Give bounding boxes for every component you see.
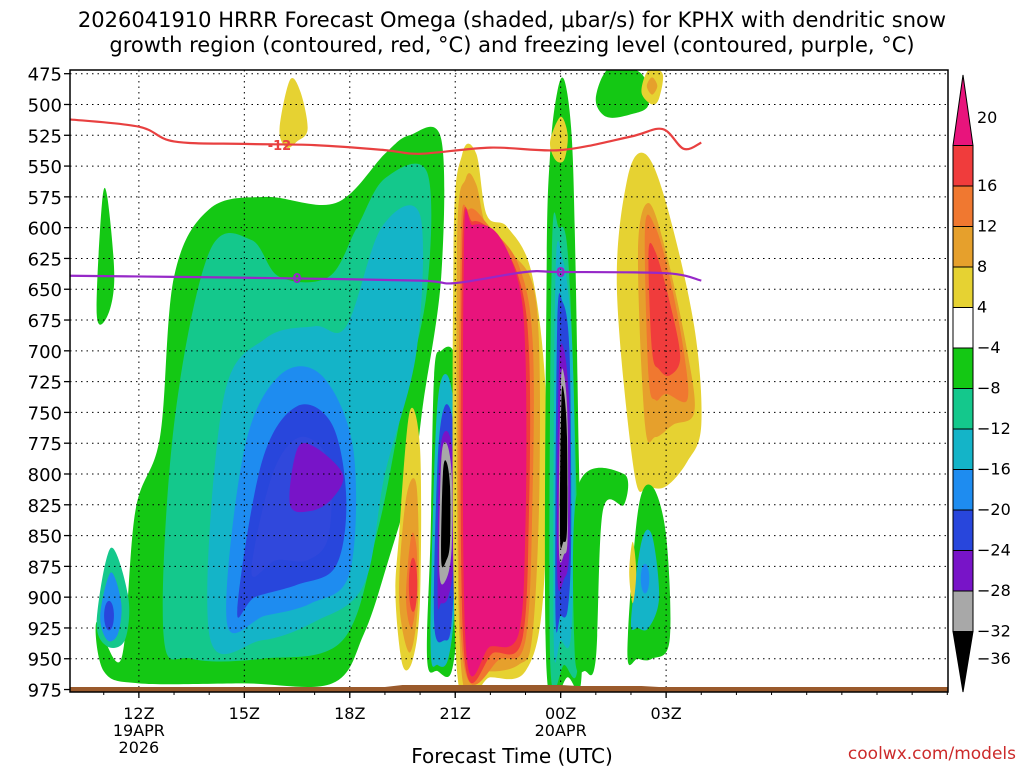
colorbar-label-5: −4	[977, 338, 1001, 357]
contour-label-freezing: 0	[293, 272, 302, 287]
contour-label-dgz: -12	[268, 139, 292, 154]
colorbar-swatch-top-arrow	[952, 74, 974, 146]
omega-region-minus24	[289, 442, 344, 513]
omega-late-plus4	[629, 541, 637, 604]
y-tick-label-675: 675	[28, 311, 62, 332]
colorbar-swatch-3	[952, 226, 974, 268]
y-tick-label-650: 650	[28, 280, 62, 301]
omega-21z-minus32	[441, 460, 451, 568]
y-tick-label-975: 975	[28, 681, 62, 702]
grid	[70, 70, 948, 692]
colorbar-swatch-6	[952, 347, 974, 389]
y-tick-label-775: 775	[28, 434, 62, 455]
y-tick-label-550: 550	[28, 157, 62, 178]
y-tick-label-575: 575	[28, 188, 62, 209]
y-tick-label-725: 725	[28, 373, 62, 394]
omega-top-plus8	[646, 77, 658, 95]
y-tick-label-800: 800	[28, 465, 62, 486]
colorbar-swatch-11	[952, 550, 974, 592]
omega-shading	[95, 70, 702, 692]
colorbar: 20 16 12 8 4 −4 −8 −12 −16 −20 −24 −28 −32 −36	[952, 74, 1011, 693]
colorbar-swatch-5	[952, 307, 974, 349]
contours: -12 0 0	[70, 118, 702, 287]
omega-upper-plus4	[279, 78, 308, 149]
x-axis-label: Forecast Time (UTC)	[411, 744, 613, 768]
x-tick-label-15Z: 15Z	[229, 704, 260, 723]
colorbar-label-12: −32	[977, 622, 1011, 641]
chart-title-line-1: 2026041910 HRRR Forecast Omega (shaded, …	[77, 8, 947, 32]
y-tick-label-625: 625	[28, 249, 62, 270]
contour-label-freezing-2: 0	[556, 266, 565, 281]
y-tick-label-600: 600	[28, 219, 62, 240]
terrain-surface	[70, 685, 948, 692]
y-tick-label-850: 850	[28, 527, 62, 548]
colorbar-swatch-1	[952, 145, 974, 187]
omega-top-minus4	[595, 70, 650, 118]
colorbar-swatch-8	[952, 428, 974, 470]
colorbar-label-0: 20	[977, 108, 997, 127]
omega-left-thin-minus4	[96, 187, 115, 325]
colorbar-swatch-bottom-arrow	[952, 631, 974, 693]
colorbar-swatch-12	[952, 590, 974, 632]
colorbar-label-7: −12	[977, 419, 1011, 438]
chart-title-line-2: growth region (contoured, red, °C) and f…	[109, 33, 915, 57]
colorbar-label-13: −36	[977, 649, 1011, 668]
x-tick-sublabel-12Z-1: 2026	[119, 738, 160, 757]
y-tick-label-750: 750	[28, 403, 62, 424]
colorbar-label-1: 16	[977, 176, 997, 195]
x-tick-sublabel-00Z-0: 20APR	[535, 721, 587, 740]
colorbar-swatch-2	[952, 185, 974, 227]
x-tick-label-18Z: 18Z	[334, 704, 365, 723]
colorbar-swatch-4	[952, 266, 974, 308]
colorbar-swatch-7	[952, 388, 974, 430]
colorbar-label-2: 12	[977, 217, 997, 236]
x-tick-label-03Z: 03Z	[650, 704, 681, 723]
x-tick-label-12Z: 12Z	[123, 704, 154, 723]
omega-00z-tail-minus4	[572, 467, 629, 676]
colorbar-label-11: −28	[977, 581, 1011, 600]
colorbar-swatch-10	[952, 509, 974, 551]
credit-text: coolwx.com/models	[847, 744, 1016, 764]
y-tick-label-700: 700	[28, 342, 62, 363]
colorbar-label-6: −8	[977, 379, 1001, 398]
y-axis: 475 500 525 550 575 600 625 650 675 700 725 750 775 8…	[28, 65, 70, 702]
x-tick-label-21Z: 21Z	[440, 704, 471, 723]
colorbar-label-4: 4	[977, 298, 987, 317]
x-tick-label-00Z: 00Z	[545, 704, 576, 723]
y-tick-label-925: 925	[28, 619, 62, 640]
y-tick-label-900: 900	[28, 588, 62, 609]
omega-19z-plus16	[408, 557, 418, 612]
x-tick-sublabel-12Z-0: 19APR	[113, 721, 165, 740]
omega-late-minus16	[640, 563, 650, 594]
colorbar-swatch-9	[952, 469, 974, 511]
contour-line-freezing-level	[70, 270, 702, 285]
y-tick-label-475: 475	[28, 65, 62, 86]
omega-00z-minus32	[559, 385, 568, 549]
colorbar-label-9: −20	[977, 500, 1011, 519]
y-tick-label-500: 500	[28, 95, 62, 116]
contour-line-dgz-minus12	[70, 118, 702, 155]
omega-left-minus20	[104, 600, 114, 631]
colorbar-label-8: −16	[977, 460, 1011, 479]
y-tick-label-950: 950	[28, 650, 62, 671]
colorbar-label-3: 8	[977, 257, 987, 276]
colorbar-label-10: −24	[977, 541, 1011, 560]
y-tick-label-875: 875	[28, 557, 62, 578]
y-tick-label-825: 825	[28, 496, 62, 517]
y-tick-label-525: 525	[28, 126, 62, 147]
omega-evening-plus16	[648, 242, 681, 377]
